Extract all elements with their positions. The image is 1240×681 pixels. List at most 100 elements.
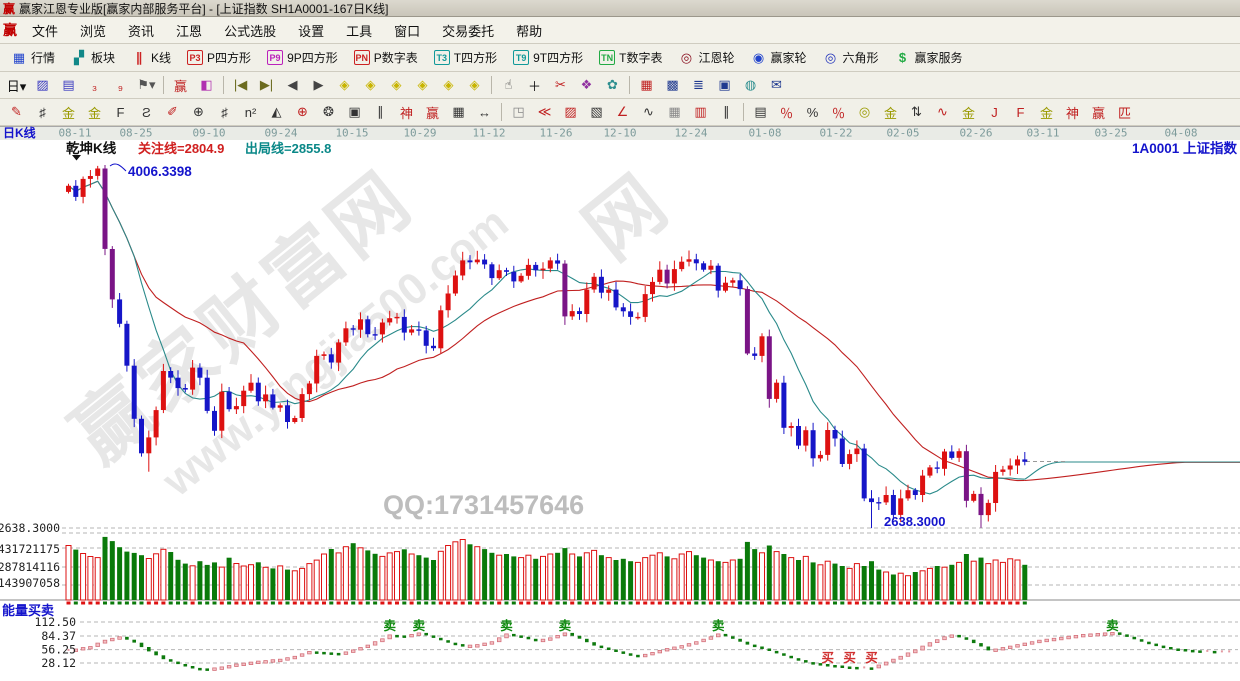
pencil-angle-icon[interactable]: ✐: [167, 104, 178, 119]
p9-square-label: 9P四方形: [287, 51, 338, 65]
kline-3-icon[interactable]: ₃: [91, 77, 98, 93]
star-target-icon[interactable]: ❂: [323, 104, 334, 119]
gold-circle-icon[interactable]: ◎: [858, 104, 871, 119]
gann-comb-icon[interactable]: ♯: [39, 104, 46, 120]
quotes-button[interactable]: ▦ 行情: [4, 47, 62, 68]
menu-item-江恩[interactable]: 江恩: [176, 23, 203, 39]
cut-tool-icon[interactable]: ✂: [555, 77, 566, 92]
hand-tool-icon[interactable]: ☝: [504, 77, 513, 92]
p-number-table-button[interactable]: PN P数字表: [347, 47, 425, 68]
slant-lines-icon[interactable]: ∥: [723, 104, 730, 119]
n-square-icon[interactable]: n²: [244, 104, 257, 120]
updown-mark-icon[interactable]: ⇅: [911, 104, 922, 119]
bar-pair-icon[interactable]: ∥: [377, 104, 384, 119]
nav-first-icon[interactable]: |◀: [233, 77, 248, 92]
menu-item-浏览[interactable]: 浏览: [80, 23, 107, 39]
winner-wheel-button[interactable]: ◉ 赢家轮: [743, 47, 813, 68]
info-doc-icon[interactable]: ▤: [62, 77, 75, 92]
diamond-shrink-left-icon[interactable]: ◈: [339, 77, 350, 92]
stats-column-icon[interactable]: ▤: [754, 104, 767, 119]
diamond-shrink-right-icon[interactable]: ◈: [365, 77, 376, 92]
percent-line-icon[interactable]: ％: [831, 105, 845, 121]
kline-9-icon[interactable]: ₉: [117, 77, 124, 93]
menu-item-交易委托[interactable]: 交易委托: [442, 23, 495, 39]
t-square-button[interactable]: T3 T四方形: [427, 47, 504, 68]
diamond-v-compress-icon[interactable]: ◈: [443, 77, 454, 92]
j-angle-icon[interactable]: J: [991, 104, 998, 120]
calendar-icon[interactable]: ▦: [640, 77, 653, 92]
winner-wheel-icon: ◉: [752, 49, 765, 65]
grid-fine-icon[interactable]: ▥: [694, 104, 707, 119]
menu-item-帮助[interactable]: 帮助: [516, 23, 543, 39]
gold-angle-icon[interactable]: 金: [1039, 105, 1053, 121]
menu-item-公式选股[interactable]: 公式选股: [224, 23, 277, 39]
fan-rays-icon[interactable]: ≪: [537, 104, 552, 119]
menu-item-窗口[interactable]: 窗口: [394, 23, 421, 39]
circle-cross-icon[interactable]: ⊕: [297, 104, 308, 119]
percent-icon[interactable]: %: [806, 104, 819, 120]
hexagon-button[interactable]: ◎ 六角形: [816, 47, 886, 68]
pencil-tool-icon[interactable]: ✎: [11, 104, 22, 119]
percent-column-icon[interactable]: ％: [779, 105, 793, 121]
p9-square-button[interactable]: P9 9P四方形: [260, 47, 345, 68]
pi-tool-icon[interactable]: 匹: [1117, 105, 1131, 121]
kline-button[interactable]: ∥ K线: [124, 47, 178, 68]
box-target-icon[interactable]: ▣: [348, 104, 361, 119]
f-angle-icon[interactable]: F: [1016, 104, 1025, 120]
win-pattern-icon[interactable]: 赢: [173, 78, 187, 94]
gold-section-2-icon[interactable]: 金: [87, 105, 101, 121]
shen-angle-icon[interactable]: 神: [1065, 105, 1079, 121]
fib-tool-icon[interactable]: F: [116, 104, 125, 120]
diamond-expand-icon[interactable]: ◈: [469, 77, 480, 92]
diamond-compress-icon[interactable]: ◈: [417, 77, 428, 92]
flag-marker-icon[interactable]: ⚑▾: [137, 77, 156, 92]
chart-area[interactable]: 赢家财富网 www.yingjia500.com 网 QQ:1731457646 08-…: [0, 125, 1240, 681]
gold-underline-icon[interactable]: 金: [961, 105, 975, 121]
pattern-tool-icon[interactable]: ✿: [607, 77, 618, 92]
notepad-icon[interactable]: ≣: [693, 77, 704, 92]
h-measure-icon[interactable]: ↔: [478, 104, 491, 120]
nav-prev-icon[interactable]: ◀: [287, 77, 298, 92]
shen-tool-icon[interactable]: 神: [399, 105, 413, 121]
chart-pattern-icon[interactable]: ▨: [36, 77, 49, 92]
spiral-tool-icon[interactable]: Ƨ: [142, 104, 151, 120]
ying-angle-icon[interactable]: 赢: [1091, 105, 1105, 121]
grid-129-icon[interactable]: ▦: [452, 104, 465, 119]
nav-last-icon[interactable]: ▶|: [259, 77, 274, 92]
mail-icon[interactable]: ✉: [771, 77, 782, 92]
t-number-table-button[interactable]: TN T数字表: [592, 47, 669, 68]
ying-tool-icon[interactable]: 赢: [425, 105, 439, 121]
t9-square-button[interactable]: T9 9T四方形: [506, 47, 590, 68]
gann-box-2-icon[interactable]: ▧: [590, 104, 603, 119]
web-link-icon[interactable]: ◍: [744, 77, 757, 92]
price-lines-icon[interactable]: ♯: [221, 104, 228, 120]
wave-tool-icon[interactable]: ∿: [937, 104, 948, 119]
winner-service-button[interactable]: $ 赢家服务: [888, 47, 970, 68]
gann-box-icon[interactable]: ▨: [564, 104, 577, 119]
crosshair-tool-icon[interactable]: ＋: [527, 78, 541, 94]
diamond-h-center-icon[interactable]: ◈: [391, 77, 402, 92]
rect-frame-icon[interactable]: ◳: [512, 104, 525, 119]
grid-dense-icon[interactable]: ▦: [668, 104, 681, 119]
angle-mirror-icon[interactable]: ◭: [271, 104, 282, 119]
gold-level-icon[interactable]: 金: [883, 105, 897, 121]
menu-item-设置[interactable]: 设置: [298, 23, 325, 39]
gann-wheel-button[interactable]: ◎ 江恩轮: [671, 47, 741, 68]
save-icon[interactable]: ▣: [718, 77, 731, 92]
p-square-button[interactable]: P3 P四方形: [180, 47, 258, 68]
wave-zigzag-icon[interactable]: ∿: [643, 104, 654, 119]
angle-fan-icon[interactable]: ∠: [616, 104, 629, 119]
sectors-button[interactable]: ▞ 板块: [64, 47, 122, 68]
stamp-tool-icon[interactable]: ❖: [580, 77, 593, 92]
gann-wheel-icon: ◎: [680, 49, 693, 65]
menu-item-文件[interactable]: 文件: [32, 23, 59, 39]
menu-item-工具[interactable]: 工具: [346, 23, 373, 39]
menu-item-资讯[interactable]: 资讯: [128, 23, 155, 39]
nav-next-icon[interactable]: ▶: [313, 77, 324, 92]
calculator-icon[interactable]: ▩: [666, 77, 679, 92]
gold-section-icon[interactable]: 金: [61, 105, 75, 121]
period-daily-icon[interactable]: 日▾: [6, 78, 27, 94]
gann-wheel-tool-icon[interactable]: ⊕: [193, 104, 204, 119]
color-histogram-icon[interactable]: ◧: [200, 77, 213, 92]
